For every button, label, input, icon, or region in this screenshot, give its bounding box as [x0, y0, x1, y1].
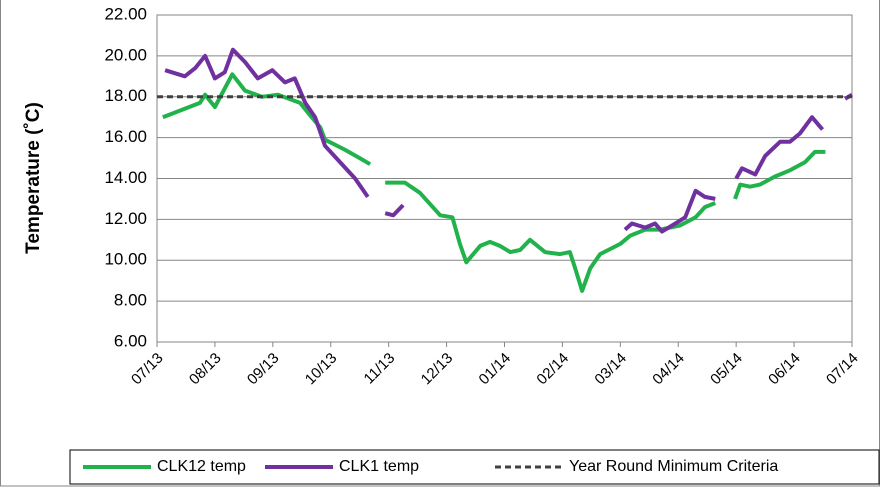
- x-tick-label: 09/13: [244, 350, 283, 389]
- x-tick-label: 05/14: [707, 350, 746, 389]
- legend-label: Year Round Minimum Criteria: [569, 458, 778, 475]
- y-tick-label: 16.00: [104, 127, 147, 146]
- x-tick-label: 01/14: [476, 350, 515, 389]
- x-tick-label: 11/13: [361, 350, 399, 388]
- x-tick-label: 12/13: [418, 350, 457, 389]
- y-tick-label: 20.00: [104, 45, 147, 64]
- x-tick-label: 06/14: [765, 350, 804, 389]
- legend-label: CLK12 temp: [157, 458, 246, 475]
- y-tick-label: 8.00: [114, 291, 147, 310]
- y-tick-label: 18.00: [104, 86, 147, 105]
- series-line: [162, 72, 826, 293]
- x-tick-label: 03/14: [591, 350, 630, 389]
- series-line: [164, 47, 854, 234]
- y-axis-label: Temperature (˚C): [23, 102, 44, 254]
- y-tick-label: 12.00: [104, 209, 147, 228]
- legend: [69, 449, 880, 485]
- y-tick-label: 10.00: [104, 250, 147, 269]
- y-tick-label: 6.00: [114, 331, 147, 350]
- x-tick-label: 07/13: [128, 350, 167, 389]
- x-tick-label: 10/13: [302, 350, 341, 389]
- x-tick-label: 07/14: [823, 350, 862, 389]
- y-tick-label: 22.00: [104, 4, 147, 23]
- x-tick-label: 04/14: [649, 350, 688, 389]
- legend-label: CLK1 temp: [339, 458, 419, 475]
- y-tick-label: 14.00: [104, 168, 147, 187]
- x-tick-label: 08/13: [186, 350, 225, 389]
- x-tick-label: 02/14: [533, 350, 572, 389]
